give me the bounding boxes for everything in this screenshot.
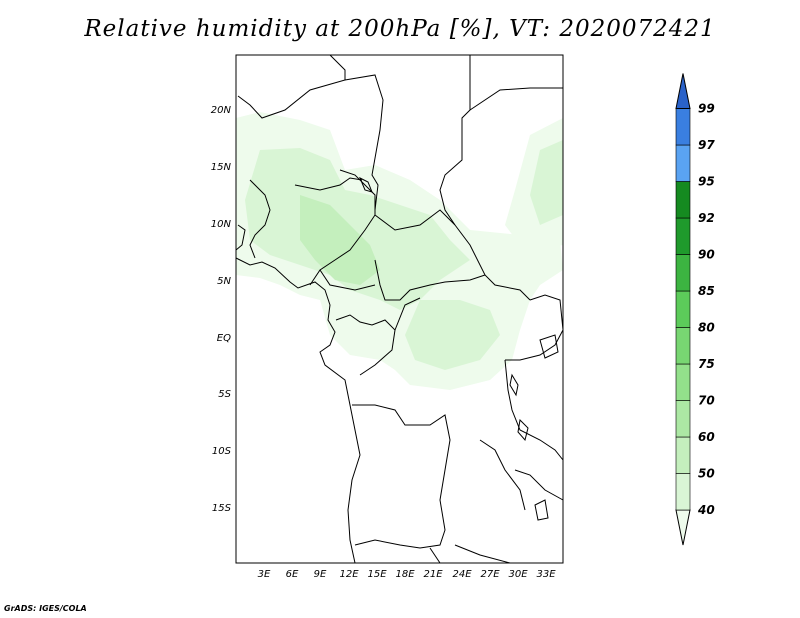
colorbar-label: 92 bbox=[698, 211, 715, 225]
colorbar-max-triangle bbox=[675, 73, 691, 109]
humidity-region-mid bbox=[245, 148, 470, 310]
credit-text: GrADS: IGES/COLA bbox=[4, 604, 87, 613]
lon-label: 3E bbox=[258, 569, 271, 580]
map-title: Relative humidity at 200hPa [%], VT: 202… bbox=[84, 16, 716, 42]
colorbar-segment bbox=[675, 436, 691, 474]
lakes bbox=[359, 176, 559, 521]
lon-label: 30E bbox=[508, 569, 528, 580]
colorbar-segment bbox=[675, 400, 691, 438]
humidity-shading bbox=[236, 112, 563, 390]
humidity-region-east-core bbox=[530, 140, 563, 225]
colorbar-min-triangle bbox=[675, 509, 691, 546]
colorbar-label: 90 bbox=[698, 248, 715, 262]
latitude-labels: 20N 15N 10N 5N EQ 5S 10S 15S bbox=[211, 105, 232, 514]
lon-label: 27E bbox=[480, 569, 500, 580]
map-frame bbox=[235, 54, 564, 564]
colorbar-legend: 40 50 60 70 75 80 85 90 92 95 97 99 bbox=[675, 73, 715, 546]
colorbar-label: 50 bbox=[698, 467, 715, 481]
colorbar-segment bbox=[675, 254, 691, 292]
humidity-region-core bbox=[300, 195, 380, 285]
lon-label: 15E bbox=[367, 569, 387, 580]
lat-label: 5N bbox=[217, 276, 231, 287]
lat-label: 15N bbox=[211, 162, 232, 173]
colorbar-segment bbox=[675, 473, 691, 511]
colorbar-label: 60 bbox=[698, 430, 715, 444]
lat-label: 10S bbox=[212, 446, 232, 457]
lat-label: EQ bbox=[217, 333, 231, 344]
lat-label: 10N bbox=[211, 219, 232, 230]
colorbar-label: 70 bbox=[698, 394, 715, 408]
colorbar-segment bbox=[675, 290, 691, 328]
colorbar-label: 75 bbox=[698, 357, 715, 371]
colorbar-label: 95 bbox=[698, 175, 715, 189]
lon-label: 12E bbox=[339, 569, 359, 580]
lon-label: 21E bbox=[423, 569, 443, 580]
colorbar-segment bbox=[675, 363, 691, 401]
country-borders bbox=[235, 54, 564, 564]
lat-label: 15S bbox=[212, 503, 232, 514]
lat-label: 20N bbox=[211, 105, 232, 116]
lon-label: 24E bbox=[452, 569, 472, 580]
colorbar-label: 40 bbox=[697, 503, 715, 517]
colorbar-segment bbox=[675, 217, 691, 255]
lon-label: 18E bbox=[395, 569, 415, 580]
colorbar-segment bbox=[675, 327, 691, 365]
colorbar-label: 80 bbox=[698, 321, 715, 335]
colorbar-label: 99 bbox=[698, 102, 715, 116]
colorbar-label: 85 bbox=[698, 284, 715, 298]
lon-label: 6E bbox=[286, 569, 299, 580]
colorbar-segment bbox=[675, 108, 691, 146]
longitude-labels: 3E 6E 9E 12E 15E 18E 21E 24E 27E 30E 33E bbox=[258, 569, 557, 580]
colorbar-segment bbox=[675, 181, 691, 219]
colorbar-segment bbox=[675, 144, 691, 182]
lon-label: 33E bbox=[536, 569, 556, 580]
colorbar-label: 97 bbox=[698, 138, 715, 152]
humidity-region-south bbox=[405, 300, 500, 370]
lon-label: 9E bbox=[314, 569, 327, 580]
lat-label: 5S bbox=[218, 389, 231, 400]
